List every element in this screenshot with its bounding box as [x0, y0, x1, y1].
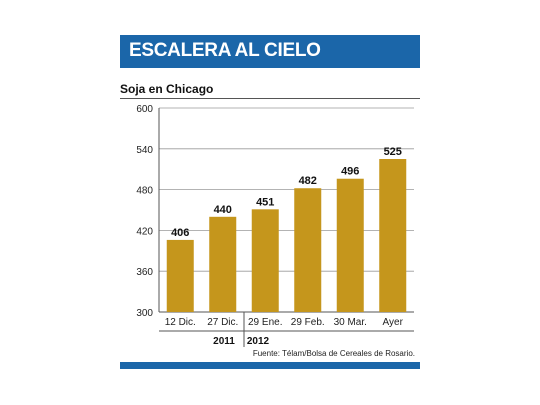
bar-value-label: 440	[214, 204, 232, 216]
x-tick-label: Ayer	[383, 317, 404, 328]
bar	[294, 188, 322, 312]
bar-value-label: 525	[384, 146, 402, 158]
x-tick-label: 27 Dic.	[207, 317, 238, 328]
y-tick-label: 420	[136, 226, 153, 237]
bar-value-label: 496	[341, 166, 359, 178]
x-tick-label: 30 Mar.	[334, 317, 367, 328]
source-note: Fuente: Télam/Bolsa de Cereales de Rosar…	[252, 349, 415, 358]
y-tick-label: 600	[136, 104, 153, 115]
y-tick-label: 480	[136, 186, 153, 197]
bar-value-label: 406	[171, 227, 189, 239]
bottom-bar	[120, 362, 420, 369]
bar	[379, 159, 407, 312]
x-tick-label: 12 Dic.	[165, 317, 196, 328]
title-bar: ESCALERA AL CIELO	[120, 35, 420, 68]
bar	[251, 209, 279, 312]
bar	[166, 239, 194, 312]
y-tick-label: 360	[136, 267, 153, 278]
bar	[336, 178, 364, 312]
chart-title: ESCALERA AL CIELO	[129, 40, 321, 61]
y-tick-label: 540	[136, 145, 153, 156]
x-tick-label: 29 Ene.	[248, 317, 282, 328]
year-label: 2012	[247, 336, 270, 347]
x-tick-label: 29 Feb.	[291, 317, 325, 328]
bar-value-label: 482	[299, 175, 317, 187]
bar-value-label: 451	[256, 196, 274, 208]
year-label: 2011	[213, 336, 235, 347]
bar	[209, 216, 237, 312]
subtitle-rule	[120, 98, 420, 99]
y-tick-label: 300	[136, 308, 153, 319]
chart-subtitle: Soja en Chicago	[120, 82, 214, 96]
